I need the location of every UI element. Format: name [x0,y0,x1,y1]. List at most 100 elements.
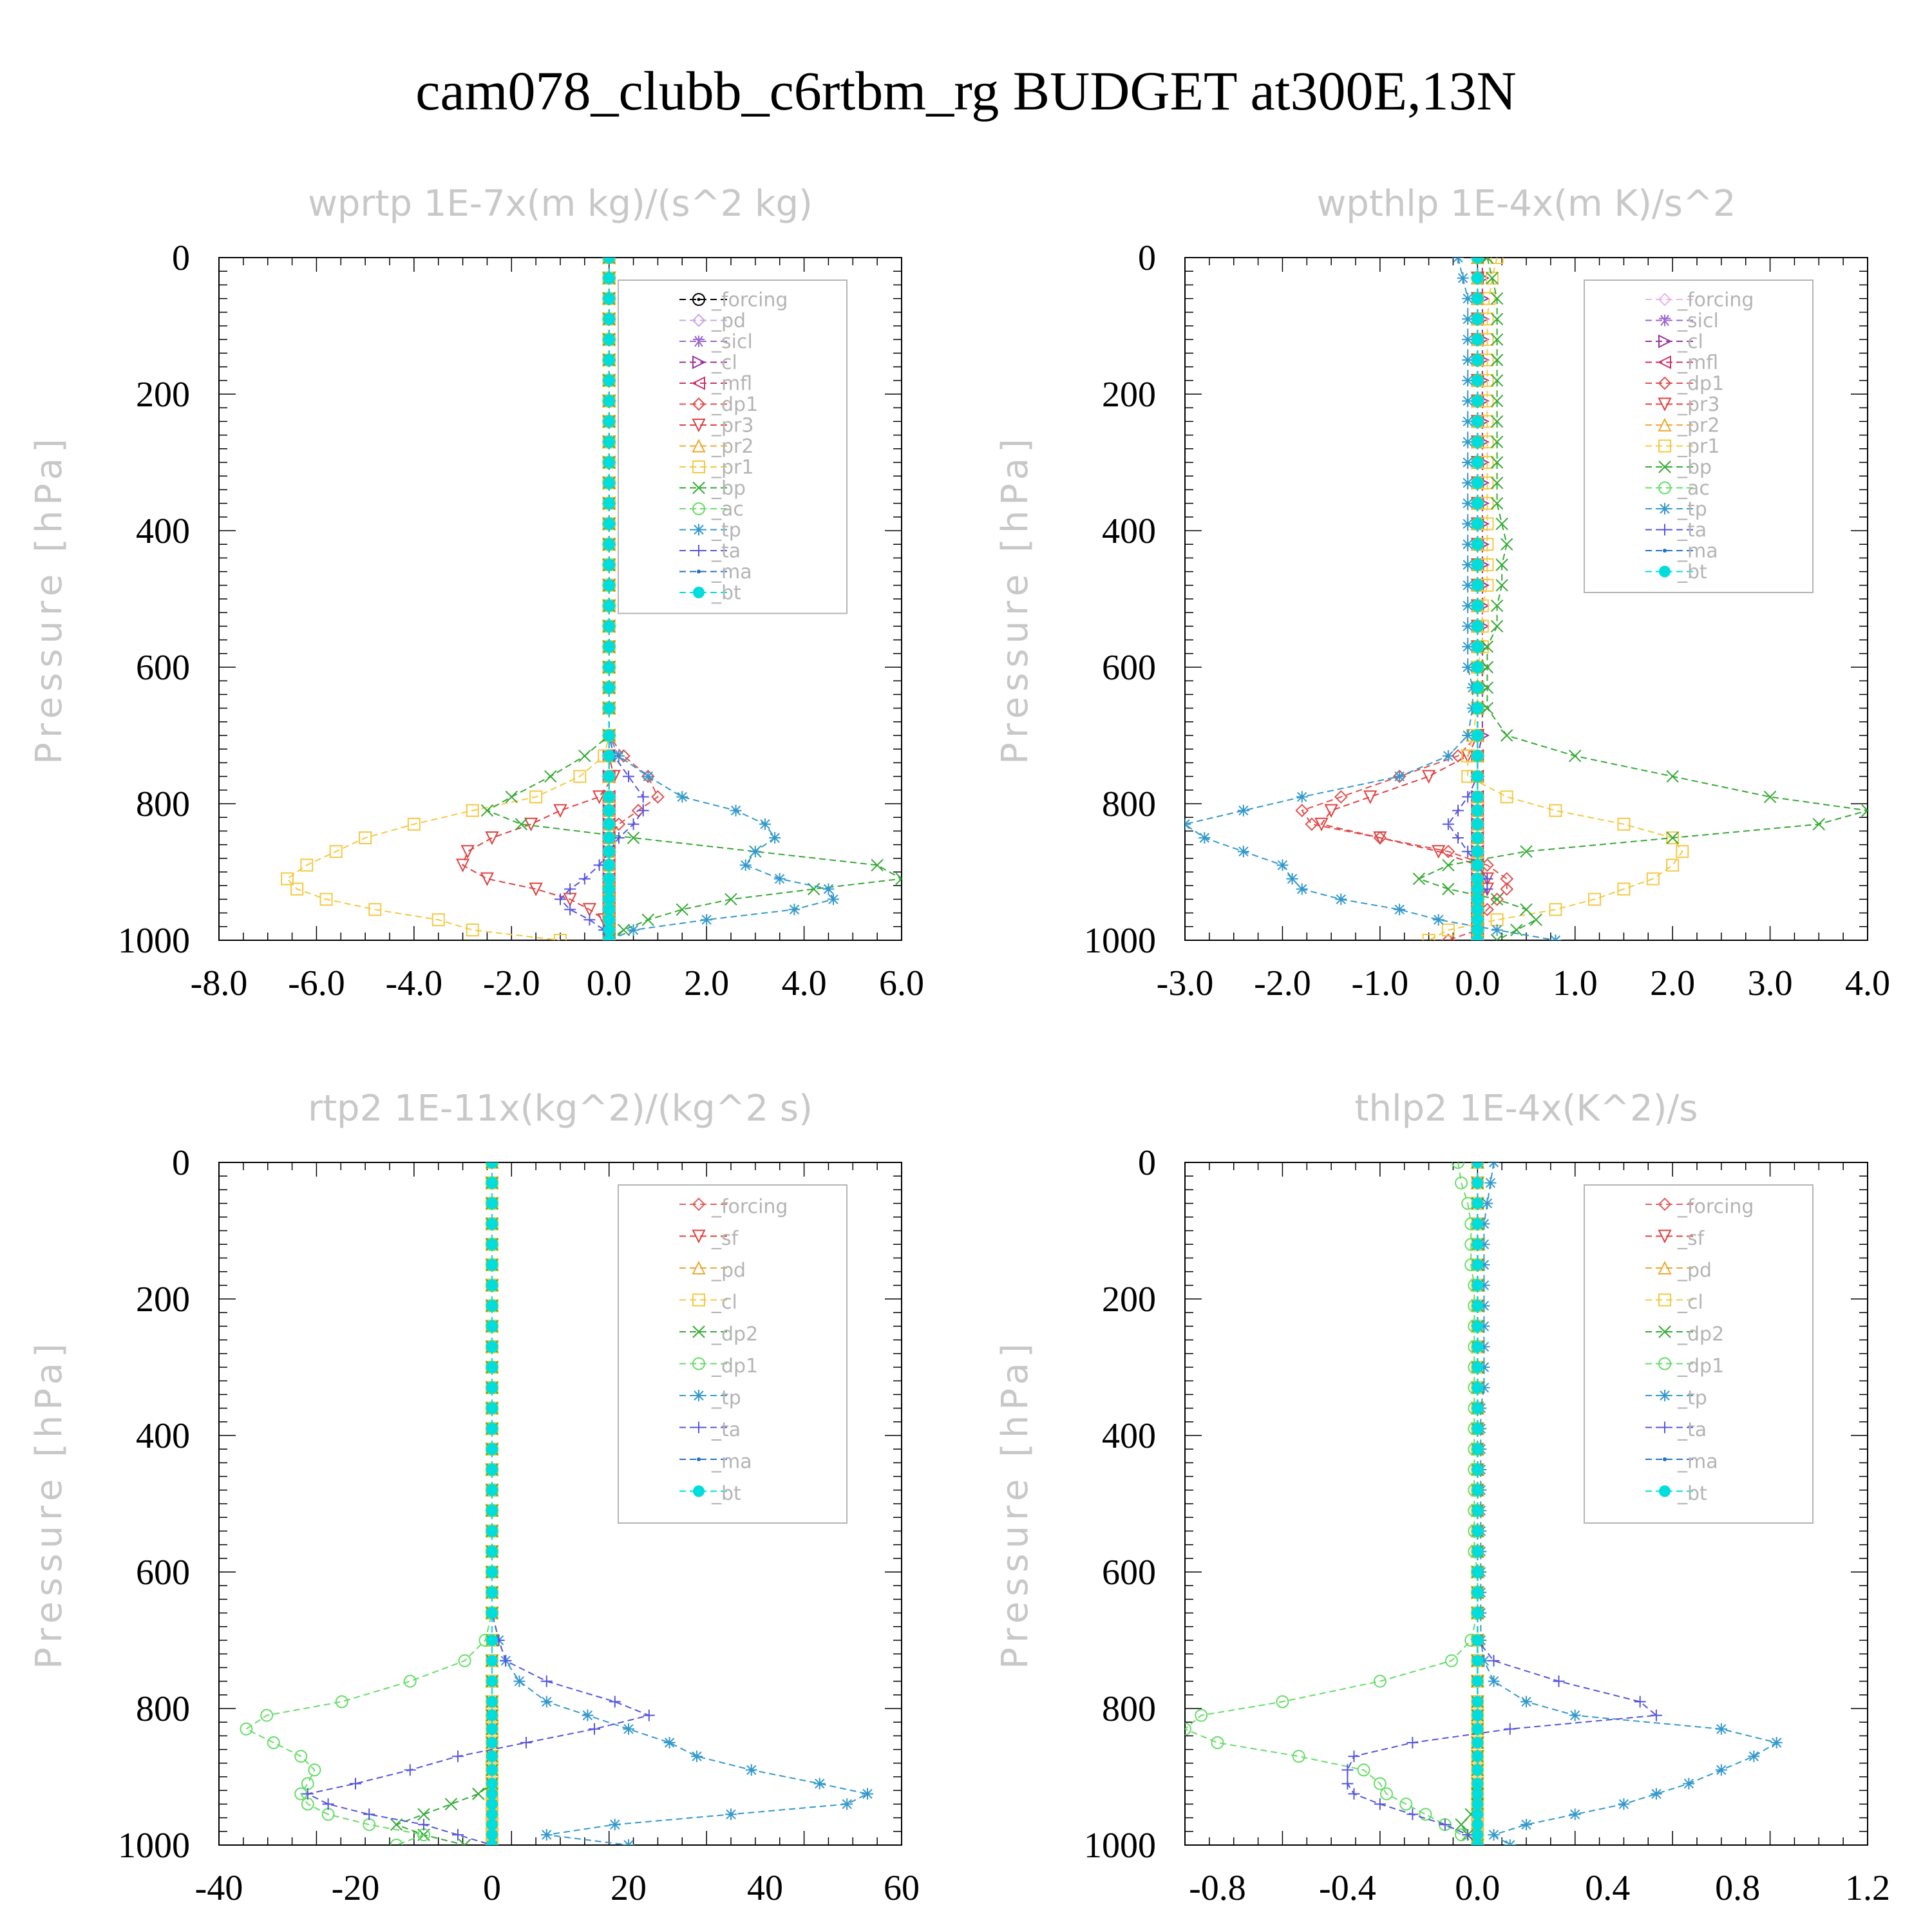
point-dp2 [472,1787,485,1801]
point-bt [603,538,615,551]
point-bp [641,913,654,926]
series-layer [1185,1162,1783,1845]
y-tick-label: 0 [1138,238,1156,278]
legend-marker [1658,1260,1672,1274]
legend-label: _forcing [1677,289,1754,312]
panel-title: wpthlp 1E-4x(m K)/s^2 [1316,183,1736,225]
point-bt [486,1423,498,1435]
series-layer [1185,258,1868,940]
point-tp [1478,1361,1490,1373]
point-ta [554,893,566,905]
point-bp [627,831,640,844]
point-tp [862,1788,873,1800]
y-axis-label: Pressure [hPa] [994,1338,1036,1669]
legend-marker [1658,376,1672,390]
legend-label: _cl [711,1291,737,1314]
point-tp [1770,1737,1783,1748]
legend-marker [1663,549,1667,553]
point-bt [603,292,615,305]
point-ta [612,832,625,844]
legend-label: _dp1 [711,1355,758,1378]
point-bp [1812,818,1825,831]
legend-marker [691,376,705,390]
legend-marker [693,545,705,556]
y-tick-label: 400 [1102,511,1156,551]
point-pr3 [524,817,538,832]
point-bp [1412,872,1426,886]
point-bt [1472,1607,1484,1619]
point-dp1 [267,1736,280,1749]
y-tick-label: 400 [1102,1416,1156,1456]
series-layer [281,258,902,940]
point-tp [1462,730,1474,741]
point-bp [1495,579,1508,592]
point-bt [1472,272,1484,284]
legend-label: _cl [1677,1291,1703,1314]
point-bt [1472,832,1484,844]
point-bt [1472,1654,1484,1667]
point-dp1 [1195,1709,1208,1722]
point-bt [1472,620,1484,632]
x-tick-label: 20 [611,1868,647,1908]
point-tp [841,1798,853,1810]
y-tick-label: 600 [136,648,190,688]
panel-2: wpthlp 1E-4x(m K)/s^2 Pressure [hPa] 0 200 4… [994,183,1890,1003]
point-tp [701,914,713,926]
point-bt [1472,791,1484,803]
panel-1: wprtp 1E-7x(m kg)/(s^2 kg) Pressure [hPa]… [28,183,924,1003]
point-bt [1472,1423,1484,1435]
x-tick-label: -2.0 [483,963,540,1003]
y-tick-label: 200 [136,375,190,415]
point-bt [486,1607,498,1619]
point-bt [1472,1259,1484,1271]
point-tp [1478,1654,1490,1667]
point-bt [1472,818,1484,830]
point-bt [486,1654,498,1667]
x-tick-label: -8.0 [191,963,248,1003]
point-tp [822,883,835,895]
x-tick-label: 2.0 [1650,963,1695,1003]
point-ta [1504,1723,1516,1735]
legend-marker-center [697,298,701,301]
point-dp1 [1373,1674,1387,1688]
legend-marker [693,1421,705,1434]
point-bt [1472,436,1484,448]
point-bt [1472,1566,1484,1578]
point-bp [676,903,688,916]
legend-marker [692,419,706,433]
point-bt [486,1484,498,1496]
point-pr1 [1549,804,1562,817]
point-ta [1553,1675,1565,1687]
point-dp1 [1441,933,1455,940]
point-bt [603,832,615,844]
point-ta [1462,1829,1474,1841]
y-tick-label: 600 [1102,1553,1156,1593]
x-tick-label: 4.0 [1845,963,1890,1003]
legend-label: _pd [711,310,746,332]
point-bt [486,1819,498,1831]
point-bt [603,924,615,936]
legend-label: _pr1 [1677,435,1719,458]
point-bt [1472,1696,1484,1708]
x-tick-label: -2.0 [1254,963,1311,1003]
series-line-cl [1477,258,1483,940]
legend-label: _dp1 [1677,1355,1724,1378]
point-bt [1472,1279,1484,1291]
point-tp [1488,1675,1500,1687]
point-bt [1472,1162,1484,1168]
point-bt [1472,1819,1484,1831]
point-bt [486,1320,498,1332]
point-dp1 [1379,1787,1393,1801]
x-tick-label: 4.0 [782,963,827,1003]
legend-marker [1659,503,1671,515]
legend-marker [1659,1485,1671,1497]
legend-marker [693,587,705,598]
point-dp1 [1292,1750,1305,1763]
point-pr1 [1617,817,1631,831]
point-bt [603,477,615,489]
legend-marker [692,481,705,495]
point-tp [1650,1788,1662,1800]
point-pr1 [1676,845,1689,858]
point-tp [759,818,771,830]
point-ta [1439,1819,1451,1831]
